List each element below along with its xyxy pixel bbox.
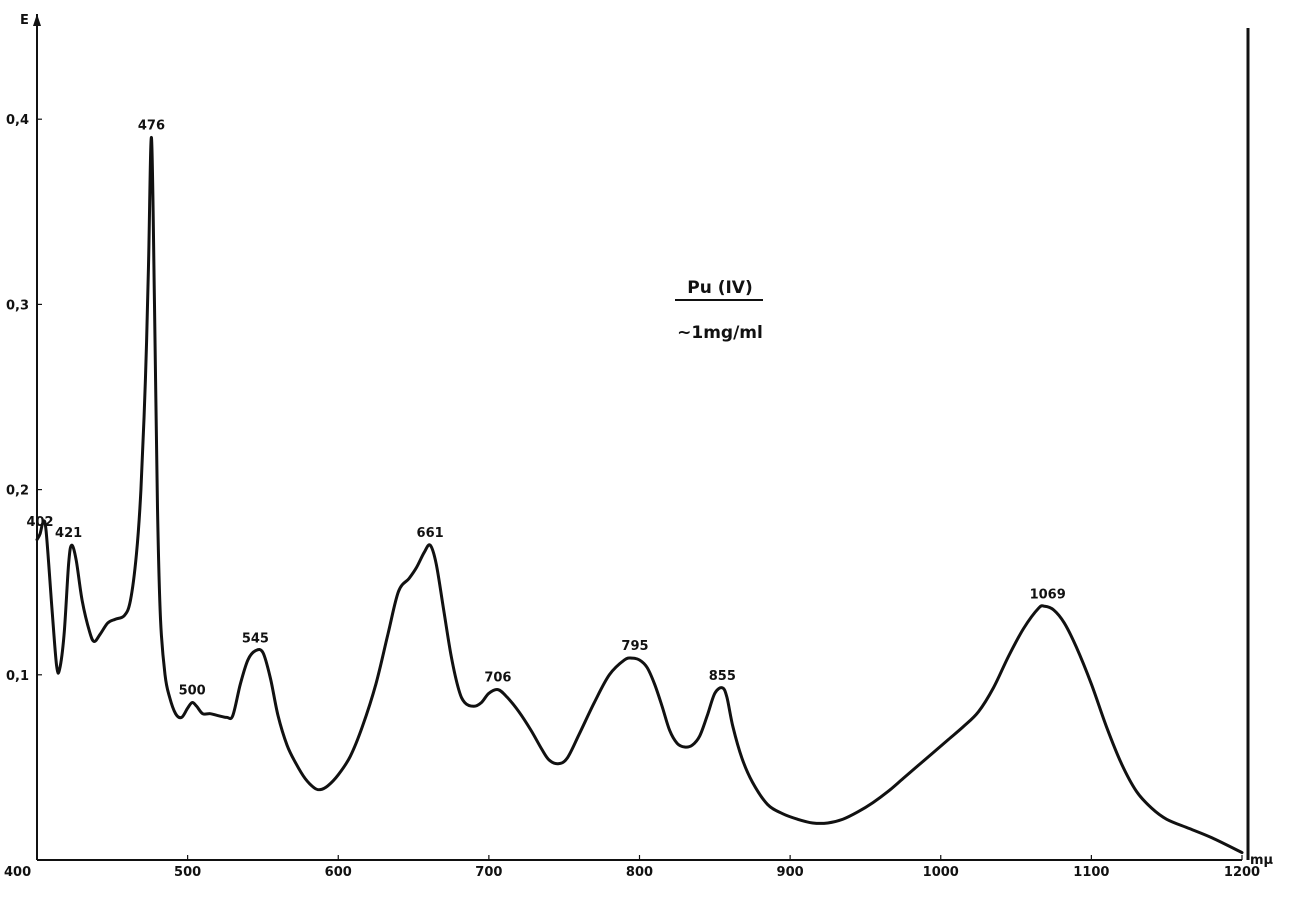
x-tick-label: 800 xyxy=(626,865,653,880)
y-axis-arrow xyxy=(33,14,41,26)
peak-label: 706 xyxy=(484,671,511,686)
x-tick-label: 600 xyxy=(325,865,352,880)
axes xyxy=(33,14,1250,861)
peak-label: 500 xyxy=(179,684,206,699)
peak-label: 855 xyxy=(709,669,736,684)
x-tick-label: 1200 xyxy=(1224,865,1260,880)
x-tick-label: 400 xyxy=(4,865,31,880)
axis-labels: E mμ xyxy=(20,13,1274,868)
x-tick-label: 500 xyxy=(174,865,201,880)
series-line xyxy=(35,136,1244,855)
x-tick-label: 1100 xyxy=(1073,865,1109,880)
peak-label: 545 xyxy=(242,632,269,647)
x-axis-label: mμ xyxy=(1250,853,1274,868)
peak-label: 402 xyxy=(26,515,53,530)
peak-label: 795 xyxy=(621,639,648,654)
y-axis-label: E xyxy=(20,13,29,28)
peak-label: 1069 xyxy=(1030,587,1066,602)
peak-label: 476 xyxy=(138,119,165,134)
peak-label: 421 xyxy=(55,526,82,541)
x-tick-label: 1000 xyxy=(923,865,959,880)
peak-label: 661 xyxy=(417,526,444,541)
annotation: Pu (IV) ~1mg/ml xyxy=(675,278,763,343)
annotation-line2: ~1mg/ml xyxy=(677,323,763,343)
x-tick-label: 900 xyxy=(777,865,804,880)
annotation-line1: Pu (IV) xyxy=(687,278,753,298)
y-tick-label: 0,3 xyxy=(6,298,29,313)
y-tick-label: 0,2 xyxy=(6,484,29,499)
x-tick-label: 700 xyxy=(475,865,502,880)
y-tick-label: 0,1 xyxy=(6,669,29,684)
ticks: 400 500 600 700 800 900 1000 1100 1200 0,1 0,2 0,3 0… xyxy=(4,113,1260,880)
y-tick-label: 0,4 xyxy=(6,113,29,128)
series xyxy=(35,136,1244,855)
